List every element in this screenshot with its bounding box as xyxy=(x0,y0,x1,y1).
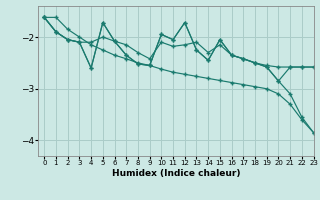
X-axis label: Humidex (Indice chaleur): Humidex (Indice chaleur) xyxy=(112,169,240,178)
